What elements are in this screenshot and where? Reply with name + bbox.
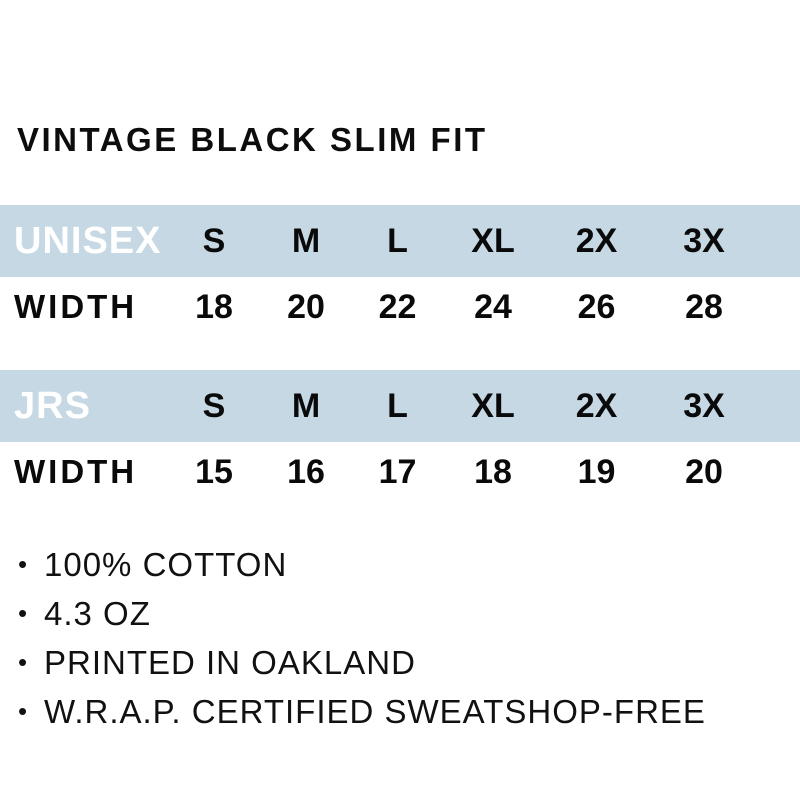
unisex-header-row: UNISEX S M L XL 2X 3X	[0, 205, 800, 277]
unisex-width-3x: 28	[685, 287, 723, 326]
column-header-l: L	[387, 386, 408, 425]
bullet-icon: •	[18, 549, 29, 579]
unisex-width-s: 18	[195, 287, 233, 326]
bullet-icon: •	[18, 696, 29, 726]
column-header-3x: 3X	[683, 221, 725, 260]
column-header-xl: XL	[471, 221, 515, 260]
jrs-width-row-label: WIDTH	[14, 453, 138, 490]
jrs-width-xl: 18	[474, 452, 512, 491]
jrs-width-l: 17	[378, 452, 417, 491]
column-header-s: S	[202, 221, 226, 260]
column-header-m: M	[291, 386, 321, 425]
column-header-3x: 3X	[683, 386, 725, 425]
list-item: • W.R.A.P. CERTIFIED SWEATSHOP-FREE	[18, 687, 788, 736]
detail-text: 100% COTTON	[44, 545, 288, 583]
page-title: VINTAGE BLACK SLIM FIT	[17, 121, 488, 158]
jrs-width-m: 16	[287, 452, 325, 491]
size-table-unisex: UNISEX S M L XL 2X 3X WIDTH 18 20 22 24 …	[0, 205, 800, 337]
bullet-icon: •	[18, 598, 29, 628]
unisex-width-row-label: WIDTH	[14, 288, 138, 325]
column-header-l: L	[387, 221, 408, 260]
detail-text: 4.3 OZ	[44, 594, 151, 632]
unisex-width-xl: 24	[474, 287, 512, 326]
column-header-m: M	[291, 221, 321, 260]
column-header-2x: 2X	[575, 221, 618, 260]
list-item: • 100% COTTON	[18, 540, 788, 589]
unisex-width-l: 22	[378, 287, 417, 326]
bullet-icon: •	[18, 647, 29, 677]
unisex-width-row: WIDTH 18 20 22 24 26 28	[0, 277, 800, 337]
unisex-table-label: UNISEX	[14, 219, 162, 262]
detail-text: W.R.A.P. CERTIFIED SWEATSHOP-FREE	[44, 692, 706, 730]
jrs-width-2x: 19	[577, 452, 616, 491]
detail-text: PRINTED IN OAKLAND	[44, 643, 416, 681]
jrs-width-row: WIDTH 15 16 17 18 19 20	[0, 442, 800, 502]
jrs-header-row: JRS S M L XL 2X 3X	[0, 370, 800, 442]
column-header-2x: 2X	[575, 386, 618, 425]
column-header-s: S	[202, 386, 226, 425]
list-item: • 4.3 OZ	[18, 589, 788, 638]
unisex-width-m: 20	[287, 287, 325, 326]
list-item: • PRINTED IN OAKLAND	[18, 638, 788, 687]
jrs-table-label: JRS	[14, 384, 91, 427]
product-details-list: • 100% COTTON • 4.3 OZ • PRINTED IN OAKL…	[18, 540, 788, 736]
jrs-width-s: 15	[195, 452, 233, 491]
unisex-width-2x: 26	[577, 287, 616, 326]
column-header-xl: XL	[471, 386, 515, 425]
size-table-jrs: JRS S M L XL 2X 3X WIDTH 15 16 17 18 19 …	[0, 370, 800, 502]
jrs-width-3x: 20	[685, 452, 723, 491]
